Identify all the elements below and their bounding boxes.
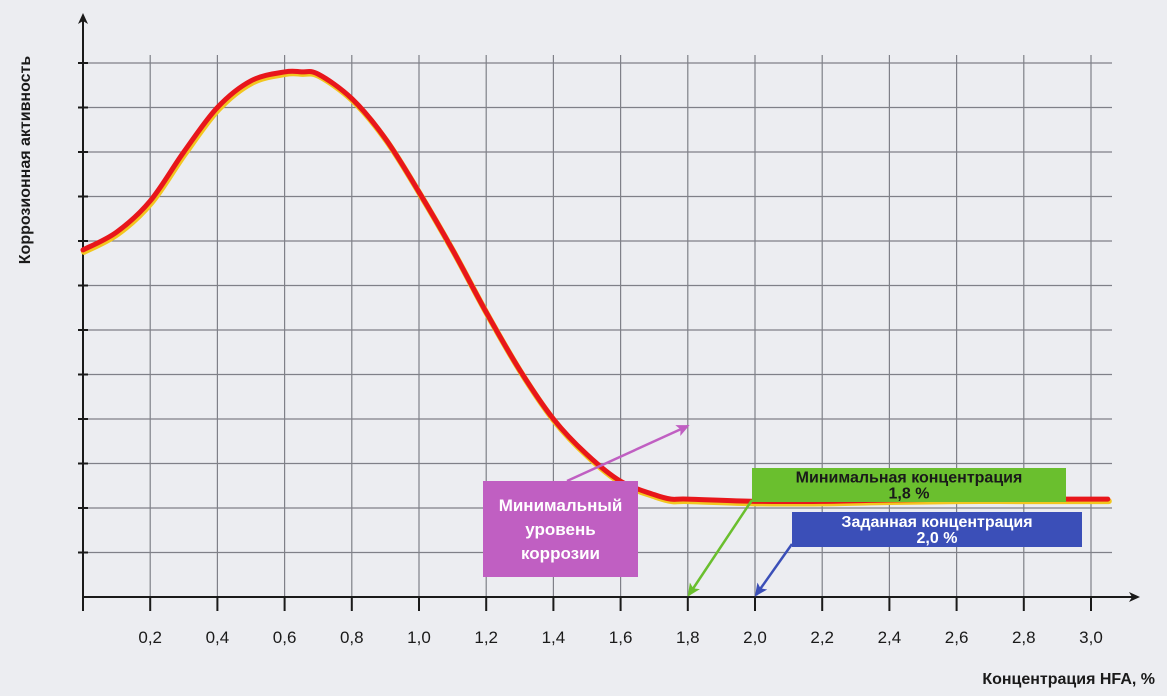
annotation-text: 2,0 % xyxy=(917,530,958,547)
series xyxy=(80,68,1112,507)
x-tick-label: 2,2 xyxy=(810,628,834,647)
annotation-text: уровень xyxy=(525,520,595,539)
x-tick-label: 2,0 xyxy=(743,628,767,647)
annotation-text: Заданная концентрация xyxy=(841,514,1032,531)
x-ticks: 0,2 0,4 0,6 0,8 1,0 1,2 1,4 1,6 1,8 2,0 2,2 2,4 2,6 2… xyxy=(82,597,1103,647)
x-tick-label: 0,4 xyxy=(206,628,230,647)
x-tick-label: 2,6 xyxy=(945,628,969,647)
x-tick-label: 0,2 xyxy=(138,628,162,647)
x-tick-label: 3,0 xyxy=(1079,628,1103,647)
axes xyxy=(78,13,1140,609)
annotation-box xyxy=(752,468,1066,502)
x-axis-label: Концентрация HFA, % xyxy=(982,671,1155,688)
annotation-box xyxy=(792,512,1082,547)
series-line-glow xyxy=(81,70,1112,507)
annotation-box xyxy=(483,481,638,577)
annotation-text: 1,8 % xyxy=(889,486,930,503)
annotation-arrow xyxy=(754,543,794,597)
annotation-arrow xyxy=(566,424,690,483)
x-tick-label: 1,0 xyxy=(407,628,431,647)
annotation-text: Минимальный xyxy=(499,496,623,515)
series-line xyxy=(80,68,1111,505)
x-tick-label: 2,4 xyxy=(878,628,902,647)
annotation-arrow xyxy=(687,499,754,597)
x-tick-label: 2,8 xyxy=(1012,628,1036,647)
x-tick-label: 1,6 xyxy=(609,628,633,647)
x-tick-label: 0,8 xyxy=(340,628,364,647)
y-axis-label: Коррозионная активность xyxy=(17,56,34,265)
annotations: Минимальный уровень коррозии Минимальная ко… xyxy=(483,424,1082,597)
x-tick-label: 1,8 xyxy=(676,628,700,647)
x-tick-label: 1,2 xyxy=(474,628,498,647)
x-tick-label: 0,6 xyxy=(273,628,297,647)
x-tick-label: 1,4 xyxy=(542,628,566,647)
annotation-text: коррозии xyxy=(521,544,600,563)
annotation-text: Минимальная концентрация xyxy=(796,470,1023,487)
